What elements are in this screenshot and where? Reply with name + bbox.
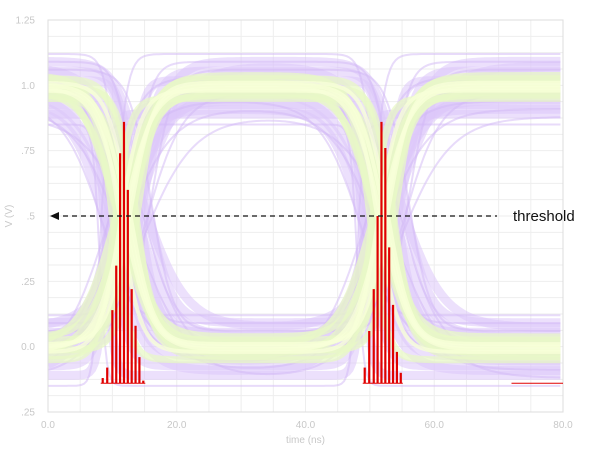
y-tick-label: .25 [21,408,35,419]
x-tick-label: 60.0 [425,420,445,431]
x-axis-label: time (ns) [286,435,325,446]
y-axis-label: V (V) [4,205,15,228]
crossing-histograms [100,121,563,384]
y-tick-label: .75 [21,146,35,157]
y-tick-label: .25 [21,277,35,288]
axes [47,19,564,413]
x-tick-label: 40.0 [296,420,316,431]
threshold-marker [50,212,497,220]
x-tick-label: 0.0 [41,420,55,431]
plot-frame [47,19,564,413]
eye-trace-core [48,88,561,354]
eye-traces [48,53,563,387]
threshold-arrowhead [50,212,59,220]
threshold-label: threshold [513,208,575,225]
y-tick-label: 0.0 [21,342,35,353]
eye-trace-outer-edge [48,123,561,387]
y-tick-label: 1.25 [16,16,36,27]
y-tick-label: .5 [27,212,36,223]
eye-trace-core [48,83,561,349]
x-tick-label: 20.0 [167,420,187,431]
y-tick-label: 1.0 [21,81,35,92]
eye-trace-outer-edge [48,53,561,317]
tick-labels: 0.0 20.0 40.0 60.0 80.0 .25 0.0 .25 .5 .75 1.0 1.25 [16,16,574,432]
eye-trace-core [48,83,561,349]
eye-trace-core [48,80,561,346]
x-tick-label: 80.0 [553,420,573,431]
eye-trace-core [48,80,561,347]
